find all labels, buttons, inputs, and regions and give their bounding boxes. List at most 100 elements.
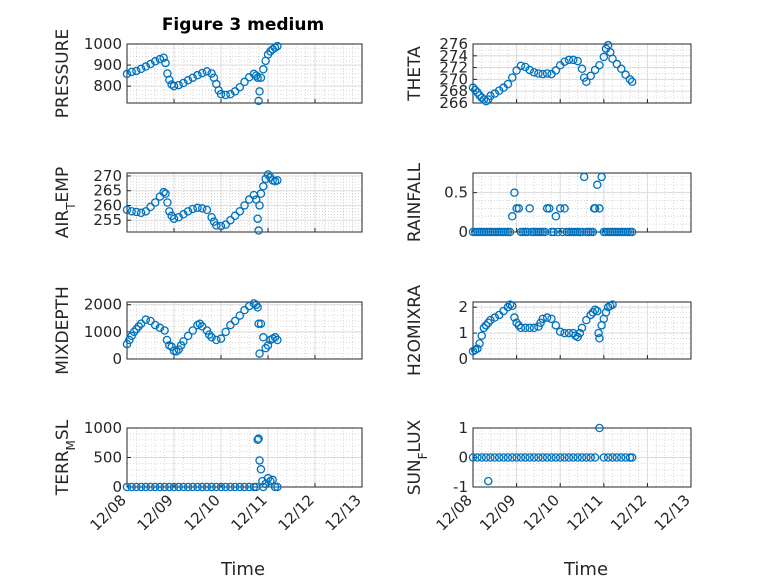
data-point bbox=[169, 482, 179, 492]
data-point bbox=[538, 69, 548, 79]
x-axis-label-left: Time bbox=[220, 559, 265, 580]
data-point bbox=[146, 482, 155, 492]
data-point bbox=[542, 453, 552, 462]
plot-area bbox=[473, 173, 691, 232]
data-point bbox=[141, 207, 151, 216]
data-point bbox=[163, 198, 172, 207]
data-point bbox=[555, 204, 565, 213]
data-point bbox=[159, 53, 168, 62]
data-point bbox=[221, 482, 230, 492]
data-point bbox=[240, 201, 249, 210]
data-point bbox=[183, 331, 193, 341]
data-point bbox=[141, 315, 151, 324]
data-point bbox=[477, 331, 486, 340]
y-tick-label: 0 bbox=[458, 350, 468, 368]
data-point bbox=[235, 482, 245, 492]
data-point bbox=[505, 227, 515, 237]
y-tick-label: 0.5 bbox=[444, 184, 468, 202]
data-point bbox=[188, 73, 198, 82]
data-point bbox=[202, 67, 212, 76]
data-point bbox=[616, 453, 626, 462]
data-point bbox=[207, 212, 216, 222]
data-point bbox=[514, 204, 524, 213]
data-point bbox=[240, 77, 249, 87]
y-tick-label: -1 bbox=[453, 478, 468, 496]
data-point bbox=[169, 81, 179, 91]
data-point bbox=[202, 326, 212, 335]
data-point bbox=[577, 323, 587, 333]
data-point bbox=[202, 482, 212, 492]
data-point bbox=[503, 79, 513, 89]
data-point bbox=[150, 320, 160, 330]
data-point bbox=[161, 58, 170, 68]
data-point bbox=[188, 204, 198, 214]
data-point bbox=[132, 324, 141, 334]
data-point bbox=[207, 69, 216, 78]
y-tick-label: 1000 bbox=[84, 35, 122, 53]
data-point bbox=[595, 423, 604, 433]
data-point bbox=[273, 482, 282, 492]
data-point bbox=[525, 65, 534, 75]
data-point bbox=[582, 315, 591, 325]
data-point bbox=[529, 323, 539, 333]
data-point bbox=[132, 207, 141, 217]
data-point bbox=[235, 311, 245, 320]
data-point bbox=[255, 349, 264, 358]
panel-h2omixra: 2 1 0 H2OMIXRA bbox=[405, 285, 692, 376]
data-point bbox=[174, 80, 183, 90]
data-point bbox=[134, 322, 143, 331]
data-point bbox=[165, 207, 174, 216]
data-point bbox=[490, 453, 500, 462]
data-point bbox=[503, 302, 513, 312]
data-point bbox=[216, 221, 226, 231]
data-point bbox=[586, 71, 595, 81]
data-point bbox=[599, 52, 609, 62]
data-point bbox=[525, 323, 534, 333]
data-point bbox=[601, 308, 611, 317]
data-point bbox=[259, 65, 268, 74]
y-tick-label: 268 bbox=[439, 82, 468, 100]
y-axis-label: AIRTEMP bbox=[53, 167, 78, 238]
data-point bbox=[132, 66, 141, 76]
data-point bbox=[603, 453, 613, 462]
data-point bbox=[593, 180, 602, 190]
data-point bbox=[253, 214, 262, 223]
data-point bbox=[255, 87, 264, 96]
data-point bbox=[577, 227, 587, 237]
data-point bbox=[165, 75, 174, 85]
data-point bbox=[588, 227, 598, 237]
data-point bbox=[468, 83, 478, 92]
data-point bbox=[540, 227, 550, 237]
data-point bbox=[193, 203, 202, 213]
data-point bbox=[588, 308, 598, 317]
data-point bbox=[235, 207, 245, 216]
data-point bbox=[542, 313, 552, 322]
y-axis-label: SUNFLUX bbox=[405, 419, 430, 495]
data-point bbox=[195, 319, 205, 328]
data-point bbox=[551, 212, 561, 221]
data-point bbox=[510, 188, 519, 197]
data-point bbox=[263, 341, 273, 350]
axes-box bbox=[126, 172, 363, 233]
data-point bbox=[516, 61, 526, 71]
y-axis-label: TERRMSL bbox=[53, 419, 78, 496]
data-point bbox=[216, 334, 226, 343]
data-point bbox=[256, 189, 266, 198]
data-point bbox=[499, 453, 508, 462]
data-point bbox=[150, 198, 160, 207]
data-point bbox=[538, 453, 548, 462]
y-tick-label: 900 bbox=[93, 56, 122, 74]
y-tick-label: 1 bbox=[458, 324, 468, 342]
data-point bbox=[590, 65, 600, 75]
data-point bbox=[529, 68, 539, 77]
data-point bbox=[174, 345, 183, 354]
data-point bbox=[521, 453, 530, 462]
data-point bbox=[573, 453, 582, 462]
data-point bbox=[560, 328, 569, 338]
data-point bbox=[197, 68, 207, 78]
panel-mixdepth: 2000 1000 0 MIXDEPTH bbox=[53, 286, 363, 375]
data-point bbox=[141, 482, 151, 492]
x-tick-label: 12/10 bbox=[520, 491, 563, 534]
data-point bbox=[221, 327, 230, 337]
